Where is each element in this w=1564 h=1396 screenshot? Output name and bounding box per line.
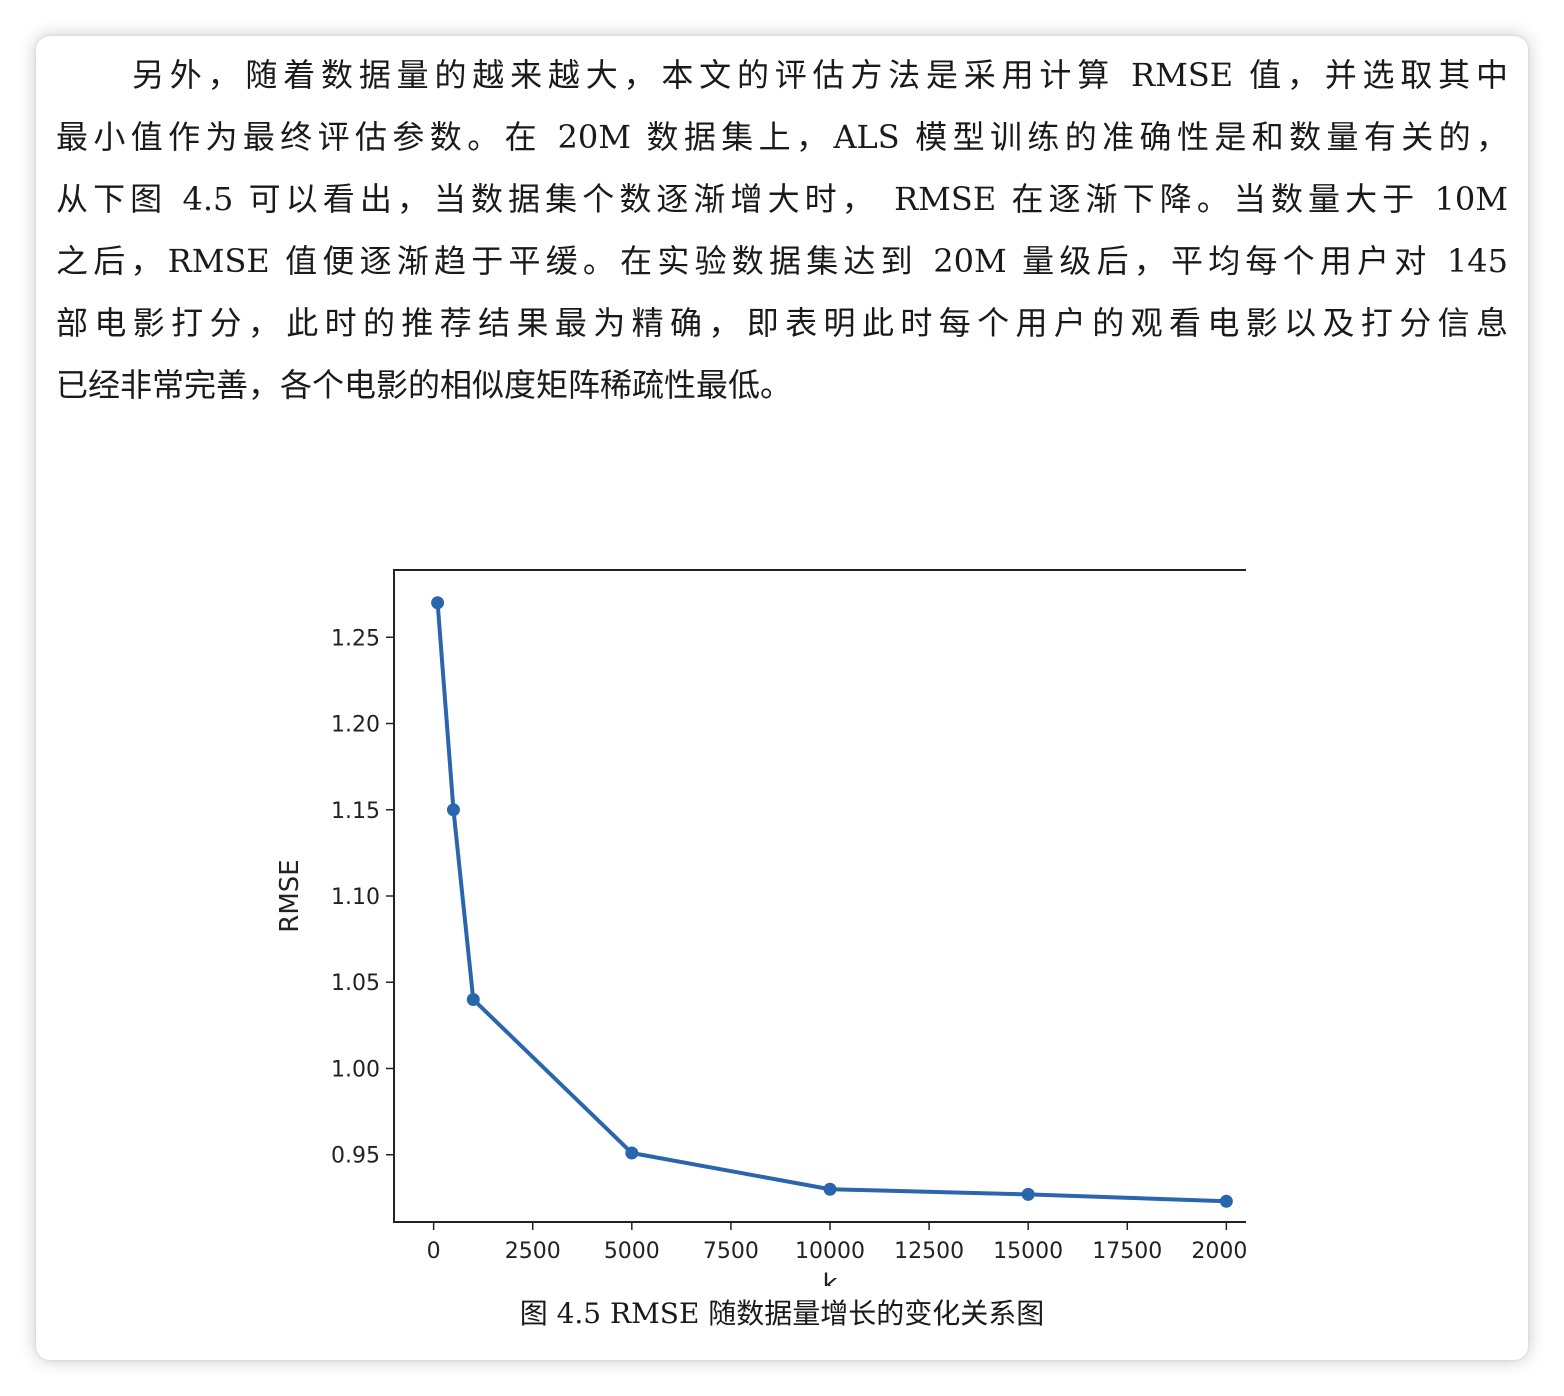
data-point — [823, 1182, 837, 1196]
y-tick-label: 1.05 — [331, 971, 380, 996]
x-tick-label: 5000 — [604, 1239, 660, 1264]
y-axis: 0.95 1.00 1.05 1.10 1.15 1.20 1.25 — [331, 626, 394, 1169]
series-markers — [431, 596, 1233, 1208]
x-tick-label: 12500 — [894, 1239, 964, 1264]
data-point — [625, 1146, 639, 1160]
plot-frame — [393, 569, 1246, 1223]
paragraph-line: 从下图 4.5 可以看出，当数据集个数逐渐增大时， RMSE 在逐渐下降。当数量… — [56, 180, 1508, 218]
data-point — [431, 596, 445, 610]
y-tick-label: 0.95 — [331, 1144, 380, 1169]
data-point — [466, 992, 480, 1006]
data-point — [1219, 1194, 1233, 1208]
x-tick-label: 7500 — [703, 1239, 759, 1264]
y-tick-label: 1.10 — [331, 885, 380, 910]
y-tick-label: 1.20 — [331, 713, 380, 738]
x-tick-label: 17500 — [1092, 1239, 1162, 1264]
paragraph-line: 已经非常完善，各个电影的相似度矩阵稀疏性最低。 — [56, 366, 793, 404]
series-line — [435, 602, 1227, 1204]
data-point — [1021, 1187, 1035, 1201]
x-tick-label: 10000 — [795, 1239, 865, 1264]
data-point — [446, 803, 460, 817]
paragraph-line: 部电影打分，此时的推荐结果最为精确，即表明此时每个用户的观看电影以及打分信息 — [56, 304, 1508, 342]
body-paragraph: 另外，随着数据量的越来越大，本文的评估方法是采用计算 RMSE 值，并选取其中 … — [56, 44, 1508, 416]
y-tick-label: 1.00 — [331, 1057, 380, 1082]
x-tick-label: 0 — [427, 1239, 441, 1264]
y-axis-label: RMSE — [275, 859, 305, 932]
document-page: 另外，随着数据量的越来越大，本文的评估方法是采用计算 RMSE 值，并选取其中 … — [36, 36, 1528, 1360]
x-tick-label: 15000 — [993, 1239, 1063, 1264]
y-tick-label: 1.25 — [331, 626, 380, 651]
figure-caption: 图 4.5 RMSE 随数据量增长的变化关系图 — [519, 1297, 1045, 1330]
x-axis-label: k — [822, 1269, 837, 1286]
paragraph-line: 最小值作为最终评估参数。在 20M 数据集上，ALS 模型训练的准确性是和数量有… — [56, 118, 1508, 156]
y-tick-label: 1.15 — [331, 799, 380, 824]
paragraph-line: 之后，RMSE 值便逐渐趋于平缓。在实验数据集达到 20M 量级后，平均每个用户… — [56, 242, 1508, 280]
x-tick-label: 2500 — [505, 1239, 561, 1264]
paragraph-line: 另外，随着数据量的越来越大，本文的评估方法是采用计算 RMSE 值，并选取其中 — [132, 56, 1508, 94]
